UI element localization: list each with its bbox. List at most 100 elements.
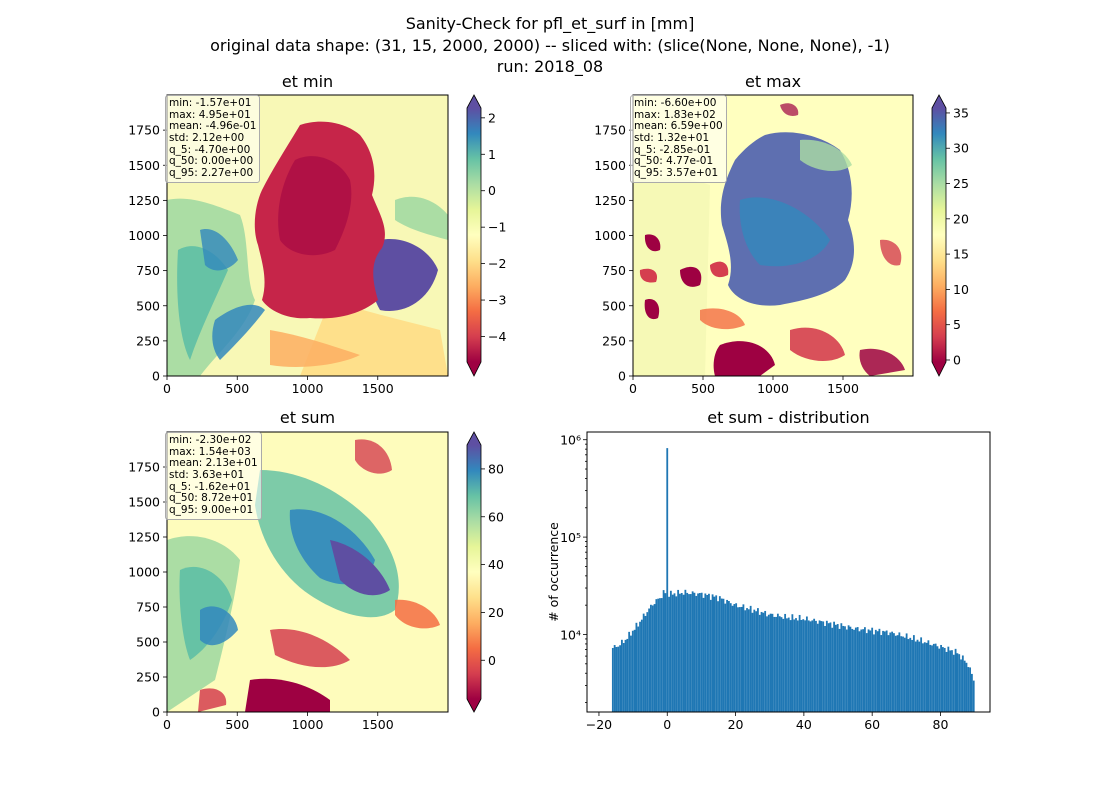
histogram-bar bbox=[767, 614, 770, 712]
histogram-bar bbox=[727, 601, 730, 712]
colorbar-et-sum bbox=[466, 431, 482, 713]
histogram-bar bbox=[838, 628, 841, 712]
histogram-bar bbox=[907, 639, 910, 712]
stat-line: max: 1.83e+02 bbox=[634, 108, 716, 121]
histogram-bar bbox=[825, 620, 828, 712]
histogram-bar bbox=[965, 662, 968, 712]
histogram-bar bbox=[766, 616, 768, 712]
colorbar-tick-label: 40 bbox=[488, 557, 504, 572]
histogram-bar bbox=[704, 593, 707, 712]
y-tick-label: 1000 bbox=[128, 565, 160, 580]
histogram-bar bbox=[666, 448, 669, 712]
stat-line: min: -1.57e+01 bbox=[169, 97, 252, 109]
histogram-bar bbox=[829, 622, 832, 712]
histogram-bar bbox=[932, 643, 935, 712]
histogram-bar bbox=[858, 631, 861, 712]
y-tick-label: 250 bbox=[136, 333, 160, 348]
y-tick-label: 1750 bbox=[128, 123, 160, 138]
stat-line: q_95: 9.00e+01 bbox=[169, 504, 254, 517]
histogram-bar bbox=[827, 623, 830, 712]
histogram-bar bbox=[822, 621, 825, 712]
histogram-bar bbox=[934, 643, 937, 712]
histogram-bar bbox=[735, 603, 738, 712]
histogram-bar bbox=[644, 615, 647, 712]
histogram-bar bbox=[757, 608, 759, 712]
histogram-bar bbox=[927, 640, 930, 712]
histogram-bar bbox=[951, 650, 953, 712]
colorbar-tick-label: 35 bbox=[953, 105, 969, 120]
histogram-bar bbox=[809, 621, 812, 712]
histogram-bar bbox=[775, 616, 777, 712]
histogram-bar bbox=[784, 613, 787, 712]
colorbar-tick-label: 25 bbox=[953, 176, 969, 191]
y-tick-label: 0 bbox=[152, 369, 160, 384]
x-tick-label: 1500 bbox=[362, 381, 394, 396]
stat-line: std: 1.32e+01 bbox=[634, 132, 710, 145]
histogram-bar bbox=[912, 635, 915, 712]
y-tick-label: 250 bbox=[602, 333, 626, 348]
histogram-bar bbox=[941, 647, 944, 712]
histogram-bar bbox=[967, 667, 970, 712]
histogram-bar bbox=[713, 596, 716, 712]
histogram-bar bbox=[760, 611, 763, 712]
histogram-bar bbox=[896, 635, 899, 712]
histogram-bar bbox=[749, 605, 752, 712]
histogram-bar bbox=[940, 644, 942, 712]
histogram-bar bbox=[744, 610, 747, 712]
hist-y-tick-label: 10⁵ bbox=[560, 530, 581, 545]
histogram-bar bbox=[651, 605, 654, 712]
histogram-bar bbox=[626, 638, 629, 712]
stats-box-et-min: min: -1.57e+01 max: 4.95e+01 mean: -4.96… bbox=[165, 95, 261, 183]
histogram-bar bbox=[637, 626, 640, 712]
stat-line: q_50: 4.77e-01 bbox=[634, 155, 714, 168]
histogram-bar bbox=[662, 590, 665, 712]
histogram-bar bbox=[691, 591, 694, 712]
histogram-bar bbox=[918, 641, 921, 712]
histogram-bar bbox=[844, 626, 846, 712]
y-tick-label: 500 bbox=[136, 298, 160, 313]
histogram-bar bbox=[804, 620, 806, 712]
histogram-bar bbox=[711, 594, 714, 712]
histogram-bar bbox=[622, 643, 625, 712]
histogram-bar bbox=[905, 633, 908, 712]
histogram-bar bbox=[958, 654, 961, 712]
histogram-bar bbox=[688, 594, 690, 712]
histogram-bar bbox=[639, 621, 641, 712]
histogram-bar bbox=[611, 647, 614, 712]
colorbar-et-max bbox=[931, 94, 947, 377]
histogram-bar bbox=[909, 637, 912, 712]
histogram-bar bbox=[613, 645, 616, 712]
histogram-bar bbox=[931, 645, 933, 712]
histogram-bar bbox=[795, 618, 797, 712]
histogram-bar bbox=[640, 619, 643, 712]
stat-line: q_5: -1.62e+01 bbox=[169, 480, 251, 493]
histogram-bar bbox=[669, 590, 672, 712]
stat-line: max: 1.54e+03 bbox=[169, 445, 251, 458]
histogram-bar bbox=[720, 598, 723, 712]
histogram-bar bbox=[864, 627, 866, 712]
colorbar-tick-label: 1 bbox=[488, 147, 496, 162]
histogram-bar bbox=[947, 646, 950, 712]
histogram-bar bbox=[702, 597, 705, 712]
heatmap-et-min bbox=[167, 95, 448, 376]
histogram-bar bbox=[882, 630, 884, 712]
histogram-bar bbox=[680, 592, 683, 712]
histogram-bar bbox=[633, 629, 636, 712]
histogram-bar bbox=[787, 617, 790, 712]
stat-line: q_50: 0.00e+00 bbox=[169, 155, 254, 168]
y-tick-label: 1000 bbox=[128, 228, 160, 243]
histogram-bar bbox=[737, 607, 739, 712]
histogram-bar bbox=[902, 636, 904, 712]
histogram-bar bbox=[891, 631, 894, 712]
histogram-bar bbox=[836, 624, 839, 712]
y-tick-label: 1250 bbox=[128, 193, 160, 208]
histogram-bar bbox=[619, 645, 621, 712]
histogram-bar bbox=[624, 639, 627, 712]
histogram-bar bbox=[925, 642, 928, 712]
x-tick-label: 500 bbox=[691, 381, 715, 396]
histogram-bar bbox=[860, 629, 863, 712]
histogram-bar bbox=[856, 627, 859, 712]
x-tick-label: 500 bbox=[225, 717, 249, 732]
histogram-bar bbox=[673, 593, 676, 712]
